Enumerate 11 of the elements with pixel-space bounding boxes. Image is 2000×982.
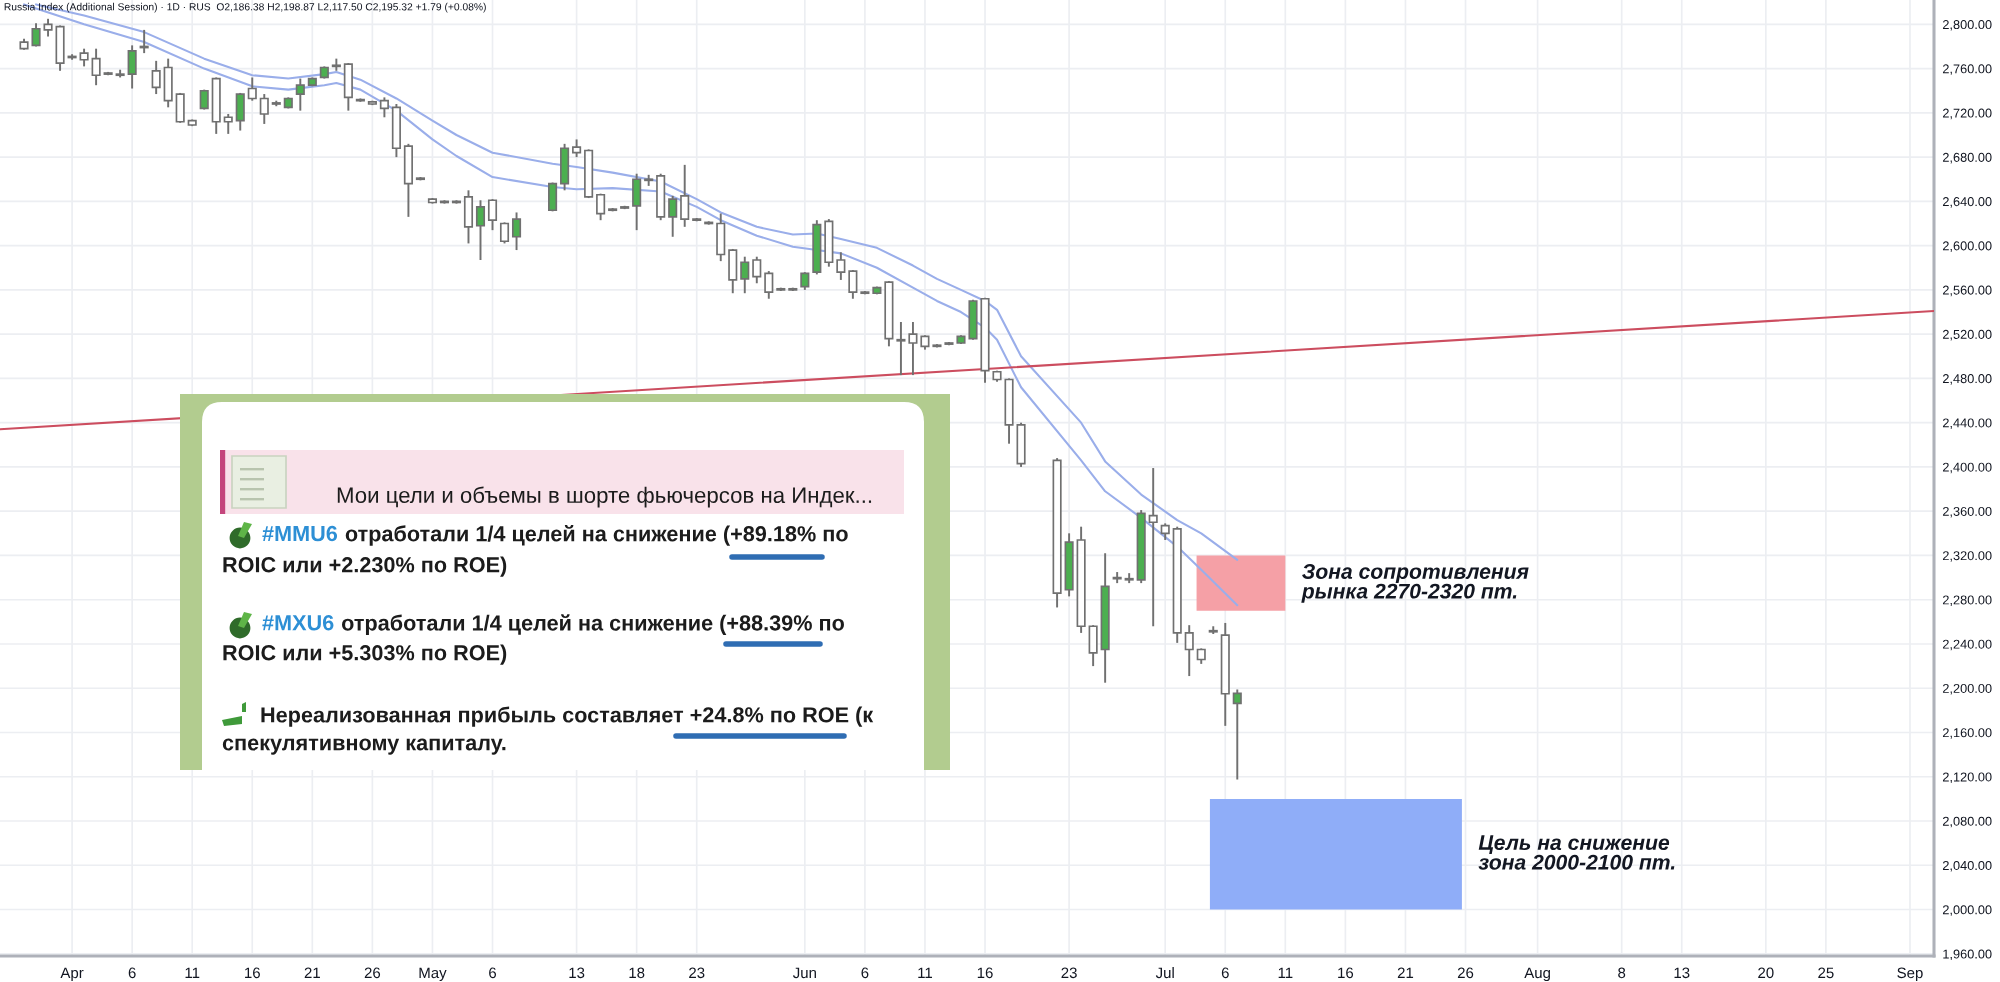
band-label: Зона сопротивления рынка 2270-2320 пт. [1301,564,1529,603]
annotation: отработали 1/4 целей на снижение (+88.39% по [342,614,844,635]
annotation: ROIC или +5.303% по ROE) [223,644,507,665]
band-label: Цель на снижение зона 2000-2100 пт. [1478,835,1675,870]
annotation: спекулятивному капиталу. [222,738,506,755]
annotation: Мои цели и объемы в шорте фьючерсов на Индек... [337,486,872,508]
annotation: #MMU6 [262,525,338,542]
annotation: отработали 1/4 целей на снижение (+89.18% по [345,525,848,546]
annotation: ROIC или +2.230% по ROE) [223,556,507,577]
annotation: Нереализованная прибыль составляет +24.8% по ROE (к [261,706,874,727]
annotation: #MXU6 [262,615,334,631]
